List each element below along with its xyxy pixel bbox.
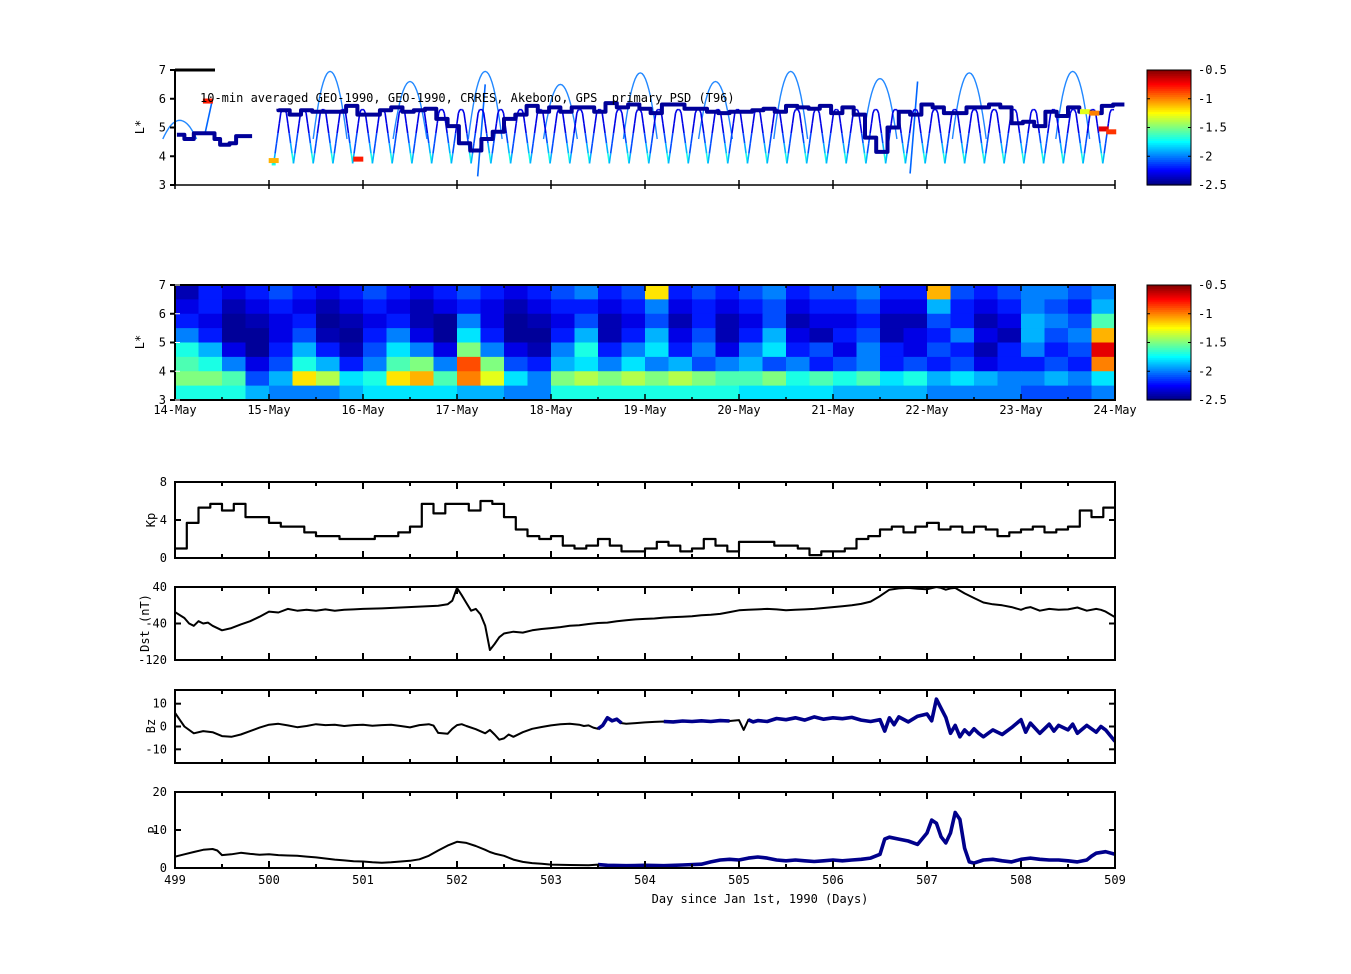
colorbar-tick-label: -1.5	[1198, 121, 1227, 135]
y-tick-label: 3	[159, 178, 166, 192]
x-tick-label: 503	[540, 873, 562, 887]
p-panel: 0 10 20 499 500 501 502 503 504 505 506 507 508 509	[153, 785, 1126, 887]
colorbar-tick-label: -0.5	[1198, 278, 1227, 292]
psd-scatter-ylabel: L*	[133, 119, 147, 135]
y-tick-label: 5	[159, 121, 166, 135]
y-tick-label: 10	[153, 823, 167, 837]
y-tick-label: -40	[145, 617, 167, 631]
y-tick-label: 6	[159, 307, 166, 321]
date-label: 22-May	[905, 403, 948, 417]
x-tick-label: 509	[1104, 873, 1126, 887]
colorbar-tick-label: -2.5	[1198, 178, 1227, 192]
colorbar-tick-label: -2	[1198, 364, 1212, 378]
date-label: 17-May	[435, 403, 478, 417]
x-tick-label: 501	[352, 873, 374, 887]
date-label: 14-May	[153, 403, 196, 417]
y-tick-label: 7	[159, 278, 166, 292]
psd-scatter-title: 10-min averaged GEO-1990, GEO-1990, CRRE…	[200, 91, 735, 105]
y-tick-label: 5	[159, 336, 166, 350]
date-label: 19-May	[623, 403, 666, 417]
x-tick-label: 508	[1010, 873, 1032, 887]
y-tick-label: 4	[159, 364, 166, 378]
x-axis-label: Day since Jan 1st, 1990 (Days)	[651, 892, 869, 906]
y-tick-label: 8	[160, 475, 167, 489]
x-tick-label: 506	[822, 873, 844, 887]
y-tick-label: 40	[153, 580, 167, 594]
kp-panel: 0 4 8	[160, 475, 1116, 565]
y-tick-label: 20	[153, 785, 167, 799]
x-tick-label: 500	[258, 873, 280, 887]
y-tick-label: 10	[153, 697, 167, 711]
dst-ylabel: Dst (nT)	[138, 594, 152, 652]
y-tick-label: 4	[160, 513, 167, 527]
dst-panel: -120 -40 40	[138, 580, 1116, 667]
y-tick-label: -10	[145, 742, 167, 756]
date-label: 18-May	[529, 403, 572, 417]
y-tick-label: 0	[160, 861, 167, 875]
date-label: 21-May	[811, 403, 854, 417]
colorbar-tick-label: -0.5	[1198, 63, 1227, 77]
kp-ylabel: Kp	[144, 512, 158, 528]
y-tick-label: 4	[159, 149, 166, 163]
date-label: 16-May	[341, 403, 384, 417]
colorbar-tick-label: -2.5	[1198, 393, 1227, 407]
x-tick-label: 502	[446, 873, 468, 887]
y-tick-label: 6	[159, 92, 166, 106]
date-label: 23-May	[999, 403, 1042, 417]
date-label: 24-May	[1093, 403, 1136, 417]
bz-panel: -10 0 10	[145, 689, 1116, 764]
x-tick-label: 505	[728, 873, 750, 887]
bz-ylabel: Bz	[144, 718, 158, 734]
y-tick-label: 3	[159, 393, 166, 407]
x-tick-label: 507	[916, 873, 938, 887]
psd-heatmap-panel: 3 4 5 6 7 14-May 15-May 16-May 17-May 18-May 19-Ma…	[153, 278, 1136, 417]
colorbar-bottom: -0.5 -1 -1.5 -2 -2.5	[1146, 278, 1227, 407]
y-tick-label: -120	[138, 653, 167, 667]
p-ylabel: P	[146, 826, 160, 834]
psd-heatmap-ylabel: L*	[133, 334, 147, 350]
x-tick-label: 504	[634, 873, 656, 887]
colorbar-tick-label: -2	[1198, 149, 1212, 163]
y-tick-label: 0	[160, 551, 167, 565]
date-label: 15-May	[247, 403, 290, 417]
colorbar-top: -0.5 -1 -1.5 -2 -2.5	[1146, 63, 1227, 192]
date-label: 20-May	[717, 403, 760, 417]
psd-scatter-panel: 3 4 5 6 7	[159, 63, 1125, 192]
y-tick-label: 0	[160, 720, 167, 734]
y-tick-label: 7	[159, 63, 166, 77]
colorbar-tick-label: -1.5	[1198, 336, 1227, 350]
x-tick-label: 499	[164, 873, 186, 887]
colorbar-tick-label: -1	[1198, 92, 1212, 106]
colorbar-tick-label: -1	[1198, 307, 1212, 321]
